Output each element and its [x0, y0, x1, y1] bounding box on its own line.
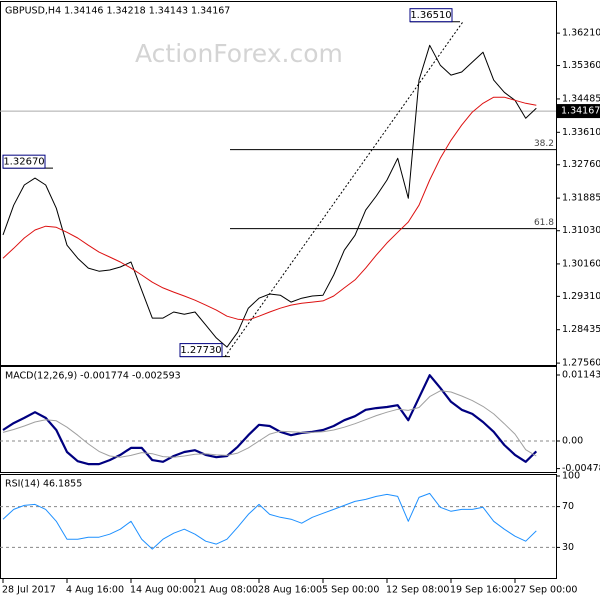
- last-price-box: [557, 104, 600, 119]
- panel-frame: [0, 366, 557, 473]
- x-tick-label: 27 Sep 00:00: [514, 585, 577, 596]
- annotation-box: [179, 343, 223, 358]
- x-tick-label: 28 Jul 2017: [2, 585, 56, 596]
- y-tick-label: 30: [562, 542, 574, 553]
- x-tick-label: 12 Sep 08:00: [386, 585, 449, 596]
- series-line: [2, 96, 537, 321]
- y-tick-label: 1.35360: [562, 60, 600, 71]
- annotation-box: [2, 154, 46, 169]
- panel-frame: [0, 474, 557, 579]
- x-tick-label: 21 Aug 08:00: [194, 585, 258, 596]
- panel-title: RSI(14) 46.1855: [5, 479, 82, 490]
- annotation-label: 1.36510: [410, 10, 451, 21]
- y-tick-label: 1.31030: [562, 225, 600, 236]
- annotation-label: 1.32670: [3, 157, 44, 168]
- x-tick-label: 14 Aug 00:00: [130, 585, 194, 596]
- y-tick-label: 1.36210: [562, 28, 600, 39]
- x-tick-label: 28 Aug 16:00: [258, 585, 322, 596]
- y-tick-label: 1.33610: [562, 127, 600, 138]
- fib-label: 38.2: [534, 139, 554, 149]
- annotation-box: [409, 8, 453, 23]
- y-tick-label: -0.004782: [562, 463, 600, 474]
- panel-title: MACD(12,26,9) -0.001774 -0.002593: [5, 371, 181, 382]
- panel-title: GBPUSD,H4 1.34146 1.34218 1.34143 1.3416…: [5, 6, 230, 17]
- last-price-label: 1.34167: [561, 106, 600, 117]
- series-line: [2, 492, 537, 550]
- annotation-label: 1.27730: [180, 345, 221, 356]
- x-tick-label: 19 Sep 16:00: [450, 585, 513, 596]
- y-tick-label: 1.29310: [562, 291, 600, 302]
- series-line: [2, 390, 537, 458]
- y-tick-label: 1.32760: [562, 159, 600, 170]
- series-line: [2, 374, 538, 466]
- y-tick-label: 0.00: [562, 436, 583, 447]
- y-tick-label: 70: [562, 501, 574, 512]
- y-tick-label: 1.31885: [562, 193, 600, 204]
- y-tick-label: 1.34485: [562, 93, 600, 104]
- y-tick-label: 100: [562, 471, 580, 482]
- fib-label: 61.8: [534, 218, 554, 228]
- y-tick-label: 1.28435: [562, 324, 600, 335]
- x-tick-label: 4 Aug 16:00: [66, 585, 124, 596]
- watermark: ActionForex.com: [135, 39, 343, 68]
- y-tick-label: 1.30160: [562, 258, 600, 269]
- y-tick-label: 1.27560: [562, 358, 600, 369]
- x-tick-label: 5 Sep 00:00: [322, 585, 379, 596]
- panel-frame: [0, 1, 557, 366]
- y-tick-label: 0.011437: [562, 370, 600, 381]
- trendline: [224, 21, 464, 357]
